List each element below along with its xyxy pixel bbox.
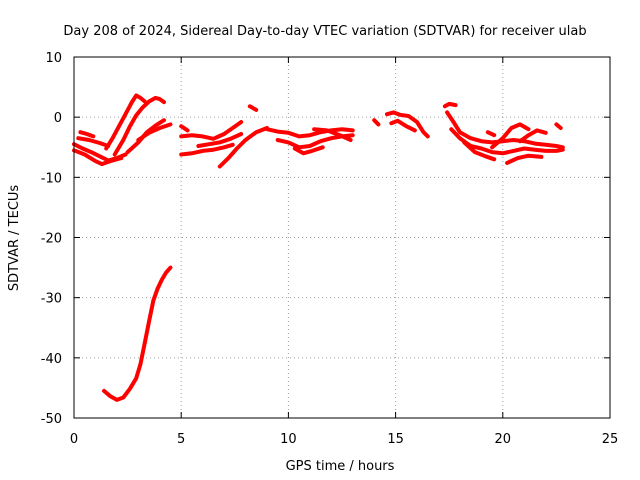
series-trace-31: [102, 265, 173, 402]
y-tick-label: 10: [45, 51, 62, 66]
y-tick-label: -30: [41, 292, 62, 307]
x-tick-label: 15: [387, 432, 404, 447]
chart-title: Day 208 of 2024, Sidereal Day-to-day VTE…: [63, 24, 586, 39]
series-trace-2: [72, 148, 124, 167]
series-trace-6: [112, 95, 166, 157]
axis-ticks: [73, 56, 611, 419]
x-axis-label: GPS time / hours: [286, 459, 395, 474]
series-trace-29: [518, 128, 548, 144]
y-tick-label: -40: [41, 352, 62, 367]
series-trace-8: [136, 122, 173, 142]
series-trace-18: [312, 127, 353, 142]
series-trace-10: [179, 120, 244, 141]
series-trace-4: [78, 130, 96, 139]
series-trace-19: [372, 118, 381, 127]
x-tick-label: 5: [177, 432, 185, 447]
series-trace-17: [292, 145, 325, 156]
y-tick-label: -10: [41, 171, 62, 186]
y-axis-label: SDTVAR / TECUs: [7, 185, 22, 292]
series-trace-30: [554, 122, 563, 130]
y-tick-label: -20: [41, 232, 62, 247]
series-trace-23: [445, 110, 565, 150]
series-trace-11: [179, 142, 235, 157]
series-trace-27: [490, 122, 531, 150]
x-tick-label: 20: [495, 432, 512, 447]
series-trace-13: [217, 126, 269, 169]
y-tick-labels: 10 0 -10 -20 -30 -40 -50: [41, 51, 62, 427]
y-tick-label: 0: [54, 111, 62, 126]
series-trace-25: [462, 140, 497, 162]
series-trace-3: [76, 136, 111, 148]
series-trace-28: [505, 153, 544, 165]
series-trace-20: [385, 110, 430, 139]
x-tick-label: 10: [280, 432, 297, 447]
data-traces: [72, 93, 565, 402]
x-tick-labels: 0 5 10 15 20 25: [70, 432, 618, 447]
series-trace-21: [389, 118, 417, 133]
series-trace-15: [265, 127, 355, 139]
x-tick-label: 0: [70, 432, 78, 447]
series-trace-26: [485, 130, 497, 138]
series-trace-5: [104, 93, 147, 151]
grid: [74, 57, 610, 418]
y-tick-label: -50: [41, 412, 62, 427]
series-trace-12: [196, 132, 244, 148]
x-tick-label: 25: [602, 432, 619, 447]
series-trace-9: [179, 124, 190, 133]
series-trace-14: [247, 104, 259, 112]
series-trace-22: [442, 101, 458, 109]
